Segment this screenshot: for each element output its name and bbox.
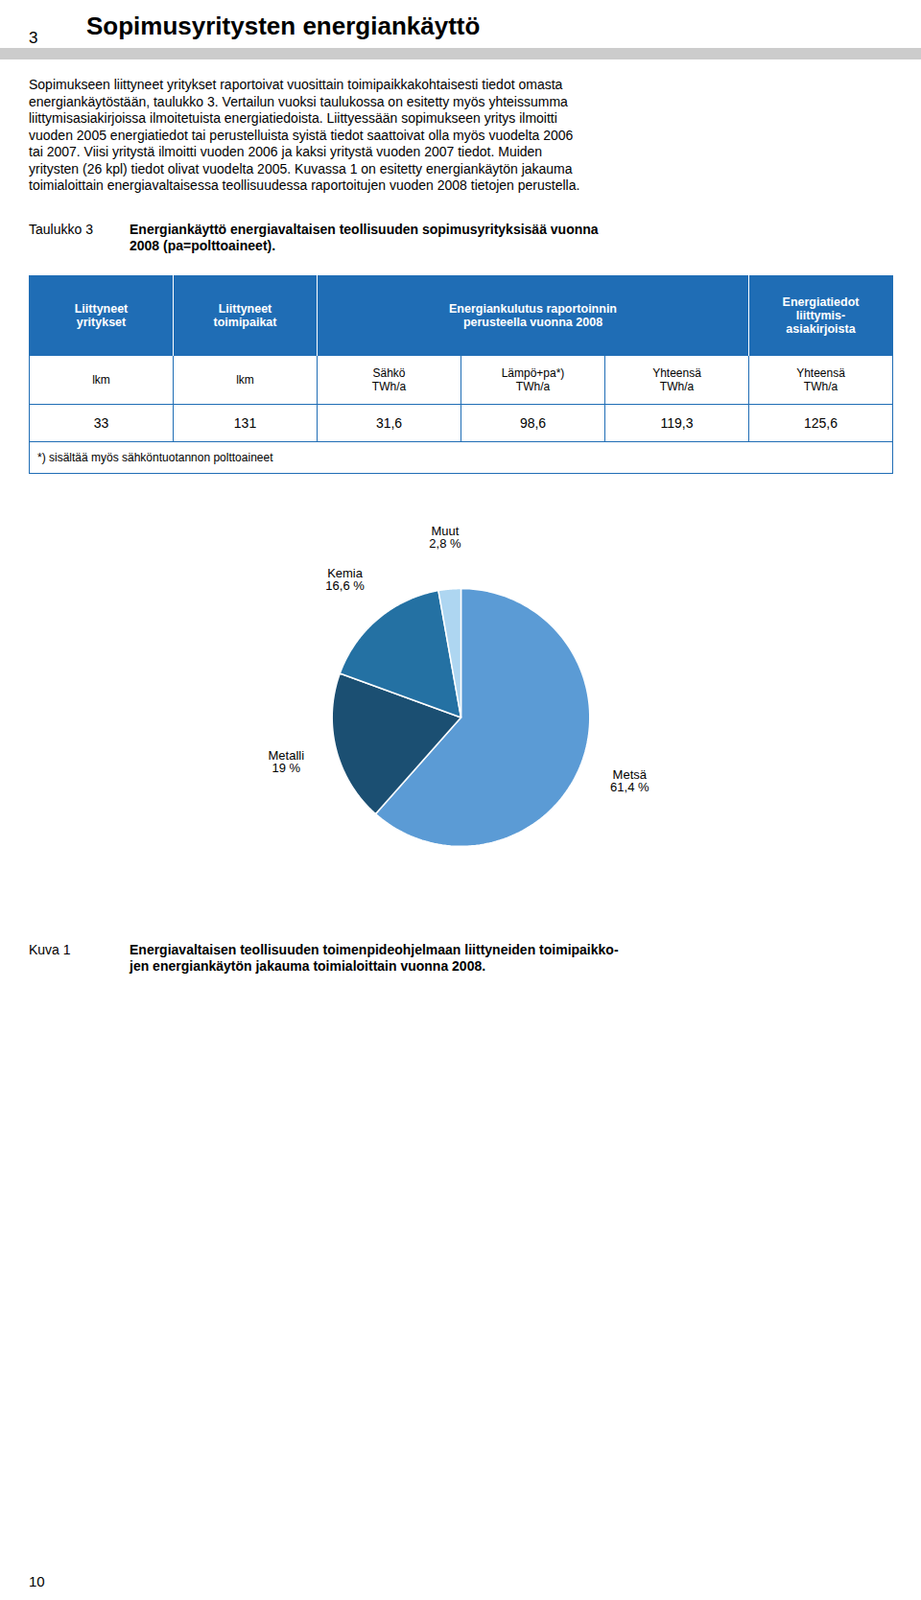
html-text:Sopimusyritysten energiankäytt: Sopimusyritysten energiankäyttö xyxy=(86,11,480,41)
html-text:Liittyneet toimipaikat: Liittyneet toimipaikat xyxy=(213,301,277,329)
html-text:yritysten (26 kpl) tiedot oliv: yritysten (26 kpl) tiedot olivat vuodelt… xyxy=(28,160,573,177)
html-text:98,6: 98,6 xyxy=(519,414,546,431)
html-text:Lämpö+pa*) TWh/a: Lämpö+pa*) TWh/a xyxy=(501,366,565,393)
svg-text:Muut2,8 %: Muut2,8 % xyxy=(428,523,462,551)
html-text:31,6: 31,6 xyxy=(375,414,403,431)
html-text:jen energiankäytön jakauma toi: jen energiankäytön jakauma toimialoittai… xyxy=(129,957,486,974)
html-text:Yhteensä TWh/a: Yhteensä TWh/a xyxy=(652,366,702,393)
html-text:2008 (pa=polttoaineet).: 2008 (pa=polttoaineet). xyxy=(129,237,276,253)
html-text:Kuva 1: Kuva 1 xyxy=(28,941,71,957)
html-text:Energiankäyttö energiavaltaise: Energiankäyttö energiavaltaisen teollisu… xyxy=(129,221,599,237)
svg-text:Kemia16,6 %: Kemia16,6 % xyxy=(325,565,365,592)
html-text:Energiankulutus raportoinnin p: Energiankulutus raportoinnin perusteella… xyxy=(448,301,617,329)
html-text:Taulukko 3: Taulukko 3 xyxy=(28,221,93,237)
html-text:119,3: 119,3 xyxy=(660,414,694,431)
html-text:tai 2007. Viisi yritystä ilmoi: tai 2007. Viisi yritystä ilmoitti vuoden… xyxy=(28,143,543,160)
html-text:Yhteensä TWh/a: Yhteensä TWh/a xyxy=(796,366,846,393)
html-text:lkm: lkm xyxy=(92,372,111,387)
html-text:Sopimukseen liittyneet yrityks: Sopimukseen liittyneet yritykset raporto… xyxy=(28,76,563,93)
svg-text:Metalli19 %: Metalli19 % xyxy=(267,747,305,775)
html-text:*) sisältää myös sähköntuotann: *) sisältää myös sähköntuotannon polttoa… xyxy=(37,450,273,464)
html-text:vuoden 2005 energiatiedot tai: vuoden 2005 energiatiedot tai perustellu… xyxy=(28,127,574,143)
html-text:Energiatiedot liittymis- asiak: Energiatiedot liittymis- asiakirjoista xyxy=(782,295,860,336)
html-text:toimialoittain energiavaltaise: toimialoittain energiavaltaisessa teolli… xyxy=(28,177,580,193)
html-text:131: 131 xyxy=(233,414,257,431)
html-text:lkm: lkm xyxy=(236,372,255,387)
html-text:liittymisasiakirjoissa ilmoite: liittymisasiakirjoissa ilmoitetuista ene… xyxy=(28,110,558,126)
html-text:Energiavaltaisen teollisuuden: Energiavaltaisen teollisuuden toimenpide… xyxy=(129,941,619,957)
html-text:33: 33 xyxy=(93,414,109,431)
html-text:125,6: 125,6 xyxy=(803,414,838,431)
html-text:Liittyneet yritykset: Liittyneet yritykset xyxy=(74,301,128,329)
html-text:10: 10 xyxy=(28,1573,45,1590)
svg-text:Metsä61,4 %: Metsä61,4 % xyxy=(610,767,650,795)
html-text:3: 3 xyxy=(28,28,38,48)
html-text:energiankäytöstään, taulukko 3: energiankäytöstään, taulukko 3. Vertailu… xyxy=(28,93,568,109)
html-text:Sähkö TWh/a: Sähkö TWh/a xyxy=(372,366,407,393)
